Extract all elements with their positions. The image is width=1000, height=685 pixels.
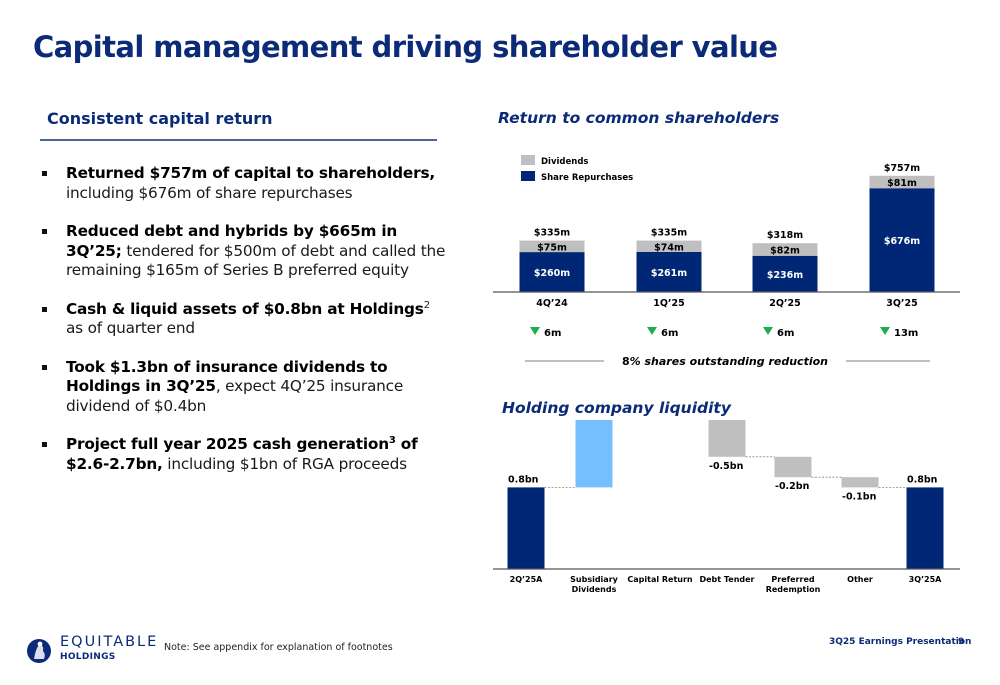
- legend-label-dividends: Dividends: [541, 157, 588, 167]
- x-tick-label: 2Q’25A: [510, 575, 544, 584]
- x-tick-label: Other: [847, 575, 873, 584]
- bullet-text: including $676m of share repurchases: [66, 183, 353, 202]
- bar-dividends: [519, 240, 585, 253]
- bullet-text: including $1bn of RGA proceeds: [162, 454, 407, 473]
- share-reduction-value: 6m: [777, 328, 794, 339]
- bullet-bold-text: of $2.6-2.7bn,: [66, 435, 418, 473]
- legend-swatch-dividends: [521, 155, 535, 165]
- data-label-total: $757m: [884, 163, 920, 174]
- data-label: -0.2bn: [775, 481, 810, 492]
- data-label: 0.8bn: [508, 474, 539, 485]
- waterfall-bar: [906, 487, 944, 569]
- data-label-total: $318m: [767, 230, 803, 241]
- share-reduction-caption: 8% shares outstanding reduction: [622, 355, 828, 368]
- bar-share-repurchases: [519, 252, 585, 292]
- bar-share-repurchases: [752, 255, 818, 292]
- page-title: Capital management driving shareholder v…: [33, 30, 778, 64]
- x-tick-label: 1Q’25: [653, 298, 685, 309]
- x-tick-label: 2Q’25: [769, 298, 801, 309]
- left-panel-heading: Consistent capital return: [47, 109, 273, 128]
- down-triangle-icon: [880, 327, 890, 335]
- data-label-repurchases: $260m: [534, 268, 570, 279]
- return-chart-title: Return to common shareholders: [498, 109, 780, 127]
- logo-wordmark: EQUITABLE: [60, 634, 159, 650]
- bar-share-repurchases: [869, 188, 935, 292]
- bullet-bold-text: Project full year 2025 cash generation: [66, 435, 389, 453]
- data-label: -0.5bn: [709, 461, 744, 472]
- data-label-dividends: $82m: [770, 245, 800, 256]
- waterfall-bar: [841, 477, 879, 488]
- bar-share-repurchases: [636, 251, 702, 292]
- bullet-text: tendered for $500m of debt and called th…: [66, 241, 446, 280]
- x-tick-label: Subsidiary: [570, 575, 619, 584]
- bar-dividends: [752, 243, 818, 256]
- legend-label-repurchases: Share Repurchases: [541, 173, 633, 183]
- heading-divider: [40, 139, 437, 141]
- x-tick-label: Dividends: [572, 585, 617, 594]
- data-label-total: $335m: [651, 228, 687, 239]
- logo-subtitle: HOLDINGS: [60, 652, 116, 662]
- bullet-text: , expect 4Q’25 insurance dividend of $0.…: [66, 377, 404, 415]
- data-label-dividends: $75m: [537, 242, 567, 253]
- data-label: 0.8bn: [907, 474, 938, 485]
- holding-company-liquidity-chart: 0.8bn2Q’25A1.6bnSubsidiaryDividends-0.8b…: [493, 420, 960, 594]
- footnote-text: Note: See appendix for explanation of fo…: [164, 642, 393, 653]
- x-tick-label: Debt Tender: [699, 575, 754, 584]
- waterfall-bar: [507, 487, 545, 569]
- bullet-item: Project full year 2025 cash generation3 …: [40, 435, 450, 474]
- x-tick-label: Redemption: [766, 585, 821, 594]
- data-label-repurchases: $236m: [767, 270, 803, 281]
- bullet-item: Cash & liquid assets of $0.8bn at Holdin…: [40, 300, 450, 339]
- share-reduction-value: 6m: [661, 328, 678, 339]
- x-tick-label: 3Q’25: [886, 298, 918, 309]
- data-label: -0.8bn: [642, 420, 677, 421]
- down-triangle-icon: [763, 327, 773, 335]
- presentation-name: 3Q25 Earnings Presentation: [829, 637, 972, 647]
- bar-dividends: [869, 175, 935, 189]
- footnote-marker: 3: [388, 434, 396, 446]
- waterfall-bar: [708, 420, 746, 457]
- down-triangle-icon: [647, 327, 657, 335]
- bullet-item: Took $1.3bn of insurance dividends to Ho…: [40, 358, 450, 417]
- x-tick-label: Preferred: [771, 575, 814, 584]
- waterfall-bar: [774, 456, 812, 478]
- down-triangle-icon: [530, 327, 540, 335]
- data-label-dividends: $74m: [654, 242, 684, 253]
- bullet-list: Returned $757m of capital to shareholder…: [40, 164, 450, 493]
- equitable-logo-icon: [27, 639, 51, 663]
- liquidity-chart-title: Holding company liquidity: [502, 399, 731, 417]
- data-label-repurchases: $261m: [651, 268, 687, 279]
- x-tick-label: 4Q’24: [536, 298, 568, 309]
- bullet-bold-text: Reduced debt and hybrids by $665m in 3Q’…: [66, 222, 398, 260]
- data-label-repurchases: $676m: [884, 236, 920, 247]
- waterfall-bar: [575, 420, 613, 488]
- data-label: -0.1bn: [842, 491, 877, 502]
- bullet-item: Reduced debt and hybrids by $665m in 3Q’…: [40, 222, 450, 281]
- x-tick-label: Capital Return: [627, 575, 693, 584]
- page-number: 9: [958, 637, 965, 647]
- bullet-text: as of quarter end: [66, 319, 195, 337]
- x-tick-label: 3Q’25A: [909, 575, 943, 584]
- bullet-bold-text: Returned $757m of capital to shareholder…: [66, 164, 435, 182]
- bullet-bold-text: Cash & liquid assets of $0.8bn at Holdin…: [66, 299, 424, 318]
- bar-dividends: [636, 240, 702, 252]
- bullet-item: Returned $757m of capital to shareholder…: [40, 164, 450, 203]
- footnote-marker: 2: [423, 299, 430, 311]
- share-reduction-value: 6m: [544, 328, 561, 339]
- data-label-dividends: $81m: [887, 178, 917, 189]
- legend-swatch-repurchases: [521, 171, 535, 181]
- bullet-bold-text: Took $1.3bn of insurance dividends to Ho…: [66, 357, 388, 396]
- data-label-total: $335m: [534, 228, 570, 239]
- share-reduction-value: 13m: [894, 328, 918, 339]
- return-to-shareholders-chart: Dividends Share Repurchases $260m $75m $335m…: [493, 155, 960, 368]
